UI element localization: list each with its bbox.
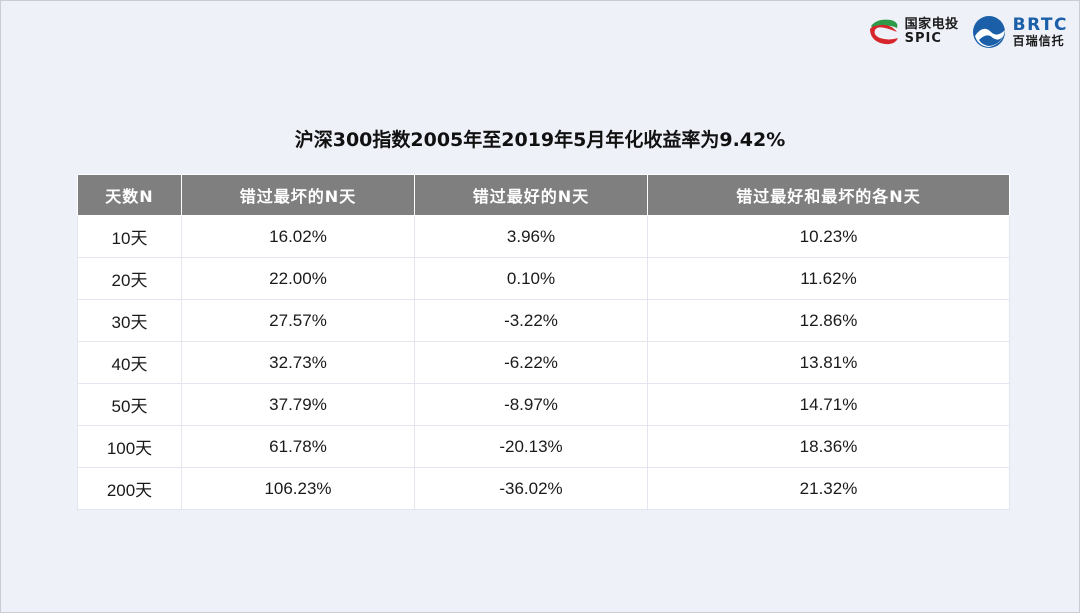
cell-miss-both: 21.32% — [647, 467, 1010, 510]
cell-miss-best: -36.02% — [414, 467, 648, 510]
cell-miss-worst: 61.78% — [181, 425, 415, 468]
page-title: 沪深300指数2005年至2019年5月年化收益率为9.42% — [294, 129, 786, 151]
header-days: 天数N — [77, 174, 182, 216]
header-miss-best: 错过最好的N天 — [414, 174, 648, 216]
cell-miss-both: 10.23% — [647, 215, 1010, 258]
cell-days: 30天 — [77, 299, 182, 342]
spic-emblem-icon — [869, 19, 898, 45]
cell-miss-both: 18.36% — [647, 425, 1010, 468]
cell-miss-best: -3.22% — [414, 299, 648, 342]
header-miss-both: 错过最好和最坏的各N天 — [647, 174, 1010, 216]
cell-days: 100天 — [77, 425, 182, 468]
table-row: 200天 106.23% -36.02% 21.32% — [77, 467, 1010, 510]
cell-miss-best: -20.13% — [414, 425, 648, 468]
cell-miss-best: -6.22% — [414, 341, 648, 384]
header-miss-worst: 错过最坏的N天 — [181, 174, 415, 216]
cell-miss-both: 14.71% — [647, 383, 1010, 426]
spic-cn-name: 国家电投 — [904, 17, 959, 33]
cell-miss-both: 11.62% — [647, 257, 1010, 300]
cell-miss-worst: 27.57% — [181, 299, 415, 342]
cell-miss-both: 13.81% — [647, 341, 1010, 384]
cell-miss-worst: 32.73% — [181, 341, 415, 384]
cell-miss-worst: 106.23% — [181, 467, 415, 510]
cell-miss-worst: 22.00% — [181, 257, 415, 300]
cell-miss-best: 3.96% — [414, 215, 648, 258]
brtc-cn-name: 百瑞信托 — [1012, 33, 1065, 48]
cell-miss-best: -8.97% — [414, 383, 648, 426]
table-row: 20天 22.00% 0.10% 11.62% — [77, 257, 1010, 300]
cell-days: 40天 — [77, 341, 182, 384]
cell-days: 20天 — [77, 257, 182, 300]
table-row: 30天 27.57% -3.22% 12.86% — [77, 299, 1010, 342]
returns-table: 天数N 错过最坏的N天 错过最好的N天 错过最好和最坏的各N天 10天 16.0… — [77, 174, 1010, 510]
table-row: 40天 32.73% -6.22% 13.81% — [77, 341, 1010, 384]
brtc-logo: BRTC 百瑞信托 — [969, 14, 1068, 50]
brtc-emblem-icon — [972, 16, 1005, 48]
logo-area: 国家电投 SPIC BRTC 百瑞信托 — [867, 14, 1068, 50]
cell-miss-best: 0.10% — [414, 257, 648, 300]
cell-days: 200天 — [77, 467, 182, 510]
cell-miss-worst: 16.02% — [181, 215, 415, 258]
spic-en-name: SPIC — [904, 31, 942, 46]
brtc-en-name: BRTC — [1012, 14, 1068, 35]
table-header-row: 天数N 错过最坏的N天 错过最好的N天 错过最好和最坏的各N天 — [77, 174, 1010, 216]
cell-miss-both: 12.86% — [647, 299, 1010, 342]
spic-logo: 国家电投 SPIC — [867, 16, 959, 48]
cell-miss-worst: 37.79% — [181, 383, 415, 426]
cell-days: 50天 — [77, 383, 182, 426]
table-row: 50天 37.79% -8.97% 14.71% — [77, 383, 1010, 426]
table-row: 100天 61.78% -20.13% 18.36% — [77, 425, 1010, 468]
cell-days: 10天 — [77, 215, 182, 258]
table-row: 10天 16.02% 3.96% 10.23% — [77, 215, 1010, 258]
